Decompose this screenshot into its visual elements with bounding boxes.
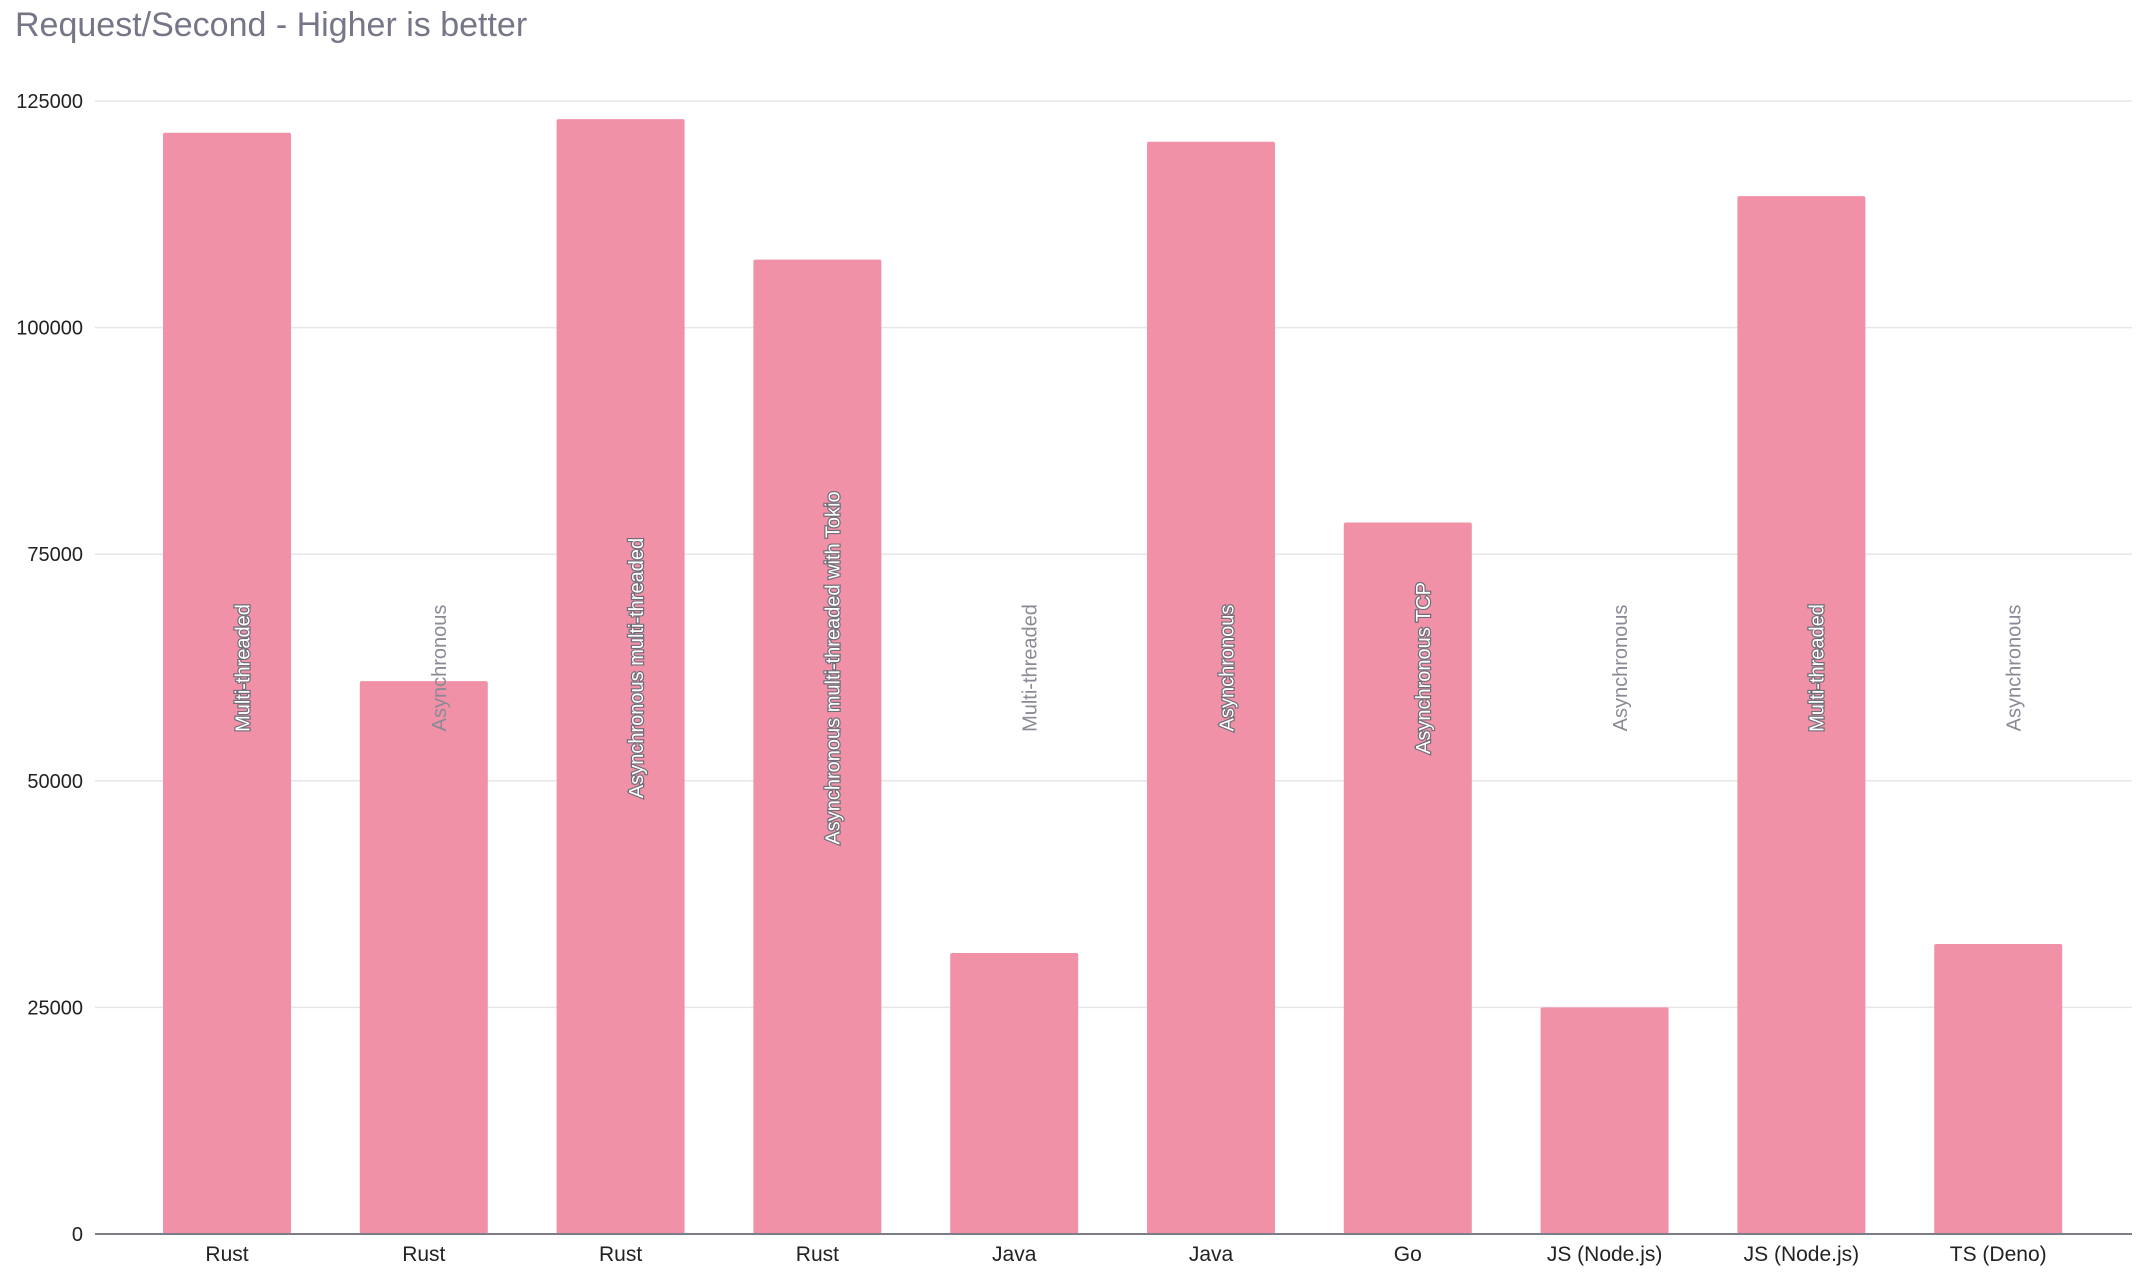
y-tick-label: 25000	[27, 997, 83, 1019]
bar-label: Asynchronous	[1610, 605, 1632, 732]
axes: 0 25000 50000 75000 100000 125000 Rust Rust Rust…	[16, 91, 2132, 1266]
bar-label: Asynchronous multi-threaded with Tokio	[823, 491, 845, 844]
bars	[163, 119, 2063, 1235]
bar-label: Asynchronous	[1216, 605, 1238, 732]
y-tick-label: 50000	[27, 771, 83, 793]
x-tick-label: Go	[1394, 1243, 1422, 1266]
x-tick-label: Rust	[599, 1243, 642, 1266]
bar-labels: Multi-threaded Asynchronous Asynchronous m…	[231, 490, 2025, 846]
x-tick-label: Java	[992, 1243, 1037, 1266]
x-tick-label: Java	[1189, 1243, 1234, 1266]
y-tick-label: 100000	[16, 318, 83, 340]
x-tick-label: Rust	[205, 1243, 248, 1266]
chart-title: Request/Second - Higher is better	[15, 6, 528, 44]
bar-label: Multi-threaded	[1807, 604, 1829, 732]
bar	[1147, 141, 1275, 1235]
bar	[163, 132, 291, 1234]
bar-label: Asynchronous	[429, 605, 451, 732]
bar-label: Asynchronous multi-threaded	[626, 538, 648, 798]
bar	[359, 681, 488, 1234]
y-tick-label: 0	[72, 1224, 83, 1246]
bar	[950, 953, 1079, 1234]
bar	[1934, 943, 2063, 1234]
bar	[753, 259, 882, 1234]
bar	[556, 119, 685, 1234]
x-tick-label: TS (Deno)	[1950, 1243, 2047, 1266]
bar-label: Multi-threaded	[1019, 604, 1041, 732]
bar	[1540, 1007, 1669, 1234]
x-tick-label: JS (Node.js)	[1547, 1243, 1663, 1266]
y-tick-label: 75000	[27, 544, 83, 566]
bar-label: Asynchronous TCP	[1413, 582, 1435, 754]
bar-label: Asynchronous	[2003, 605, 2025, 732]
x-tick-label: Rust	[402, 1243, 445, 1266]
y-tick-label: 125000	[16, 91, 83, 113]
bar-label: Multi-threaded	[232, 604, 254, 732]
bar	[1737, 196, 1866, 1234]
x-tick-label: JS (Node.js)	[1744, 1243, 1860, 1266]
bar	[1343, 522, 1472, 1234]
x-tick-label: Rust	[796, 1243, 839, 1266]
